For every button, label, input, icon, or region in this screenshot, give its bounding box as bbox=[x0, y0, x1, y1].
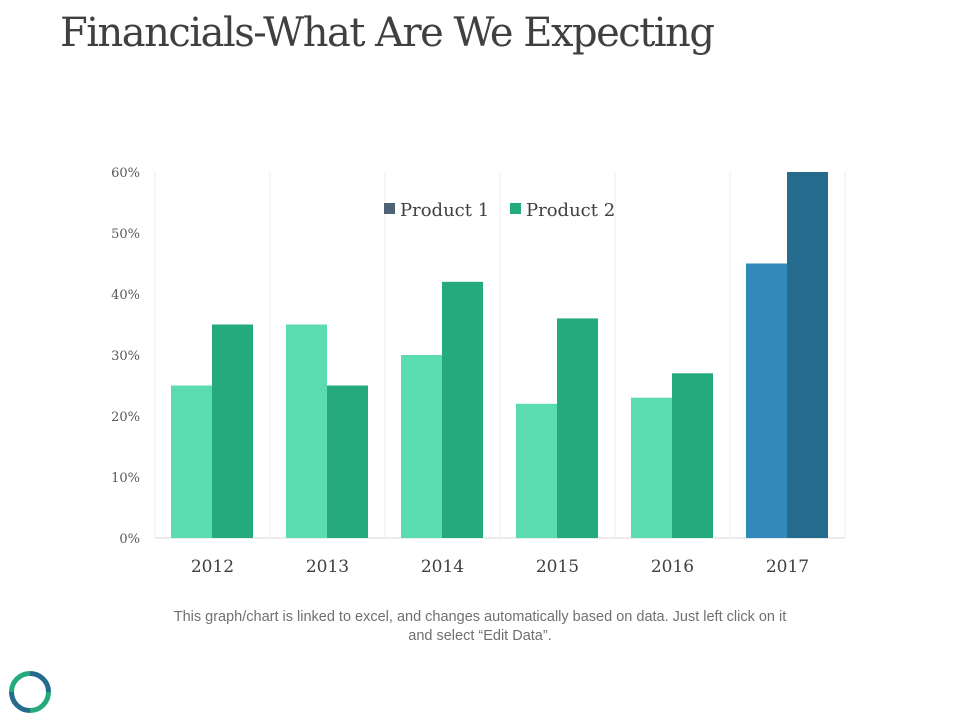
x-tick-label: 2013 bbox=[306, 557, 349, 577]
chart-note: This graph/chart is linked to excel, and… bbox=[130, 608, 830, 646]
page-title: Financials-What Are We Expecting bbox=[60, 10, 715, 56]
bar-product-2-2017 bbox=[787, 172, 828, 538]
legend-label-product-2: Product 2 bbox=[526, 200, 615, 221]
note-line-2: and select “Edit Data”. bbox=[408, 628, 552, 644]
x-tick-label: 2015 bbox=[536, 557, 579, 577]
bar-product-1-2014 bbox=[401, 355, 442, 538]
x-tick-label: 2014 bbox=[421, 557, 464, 577]
legend-swatch-product-1 bbox=[384, 203, 395, 214]
y-tick-label: 50% bbox=[111, 227, 140, 242]
bar-product-1-2017 bbox=[746, 263, 787, 538]
y-tick-label: 60% bbox=[111, 166, 140, 181]
y-tick-label: 0% bbox=[119, 532, 140, 547]
x-tick-label: 2016 bbox=[651, 557, 694, 577]
logo-ring-icon bbox=[9, 671, 51, 713]
x-tick-label: 2017 bbox=[766, 557, 809, 577]
legend-label-product-1: Product 1 bbox=[400, 200, 489, 221]
y-tick-label: 20% bbox=[111, 410, 140, 425]
bar-product-2-2014 bbox=[442, 281, 483, 538]
bar-product-1-2012 bbox=[171, 385, 212, 538]
y-tick-label: 40% bbox=[111, 288, 140, 303]
y-tick-label: 10% bbox=[111, 471, 140, 486]
bar-product-2-2016 bbox=[672, 373, 713, 538]
x-tick-label: 2012 bbox=[191, 557, 234, 577]
bar-product-1-2016 bbox=[631, 397, 672, 538]
legend-swatch-product-2 bbox=[510, 203, 521, 214]
y-tick-label: 30% bbox=[111, 349, 140, 364]
bar-product-2-2015 bbox=[557, 318, 598, 538]
bar-product-1-2013 bbox=[286, 324, 327, 538]
bar-product-2-2012 bbox=[212, 324, 253, 538]
note-line-1: This graph/chart is linked to excel, and… bbox=[173, 609, 787, 625]
bar-product-2-2013 bbox=[327, 385, 368, 538]
bar-product-1-2015 bbox=[516, 403, 557, 538]
